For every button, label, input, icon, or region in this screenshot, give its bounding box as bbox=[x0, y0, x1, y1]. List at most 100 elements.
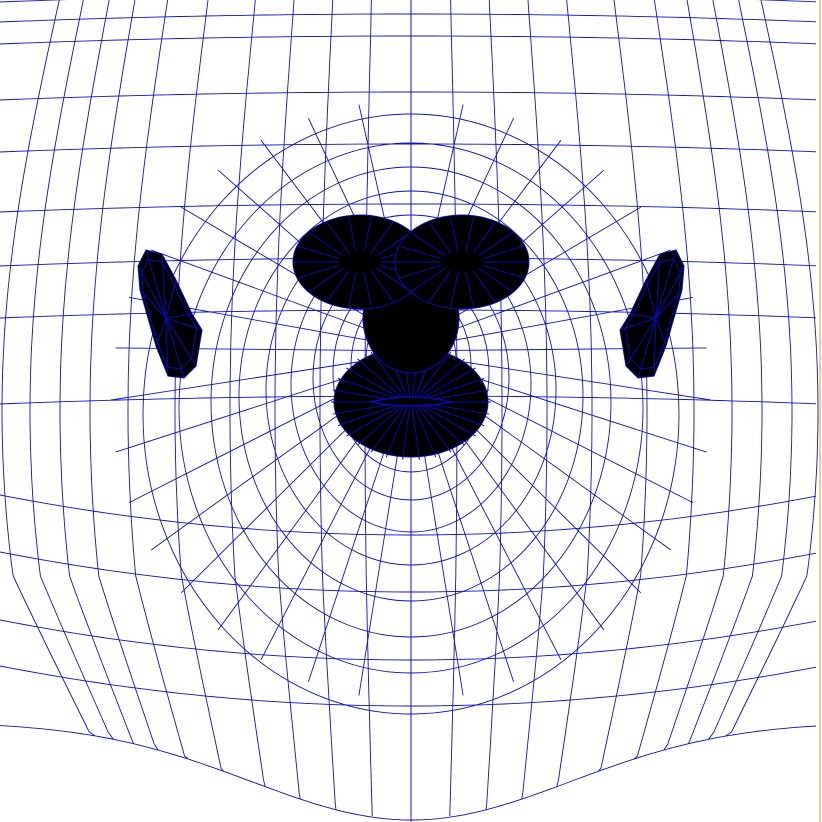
eye-spoke-left bbox=[326, 221, 350, 254]
mouth-spoke bbox=[370, 406, 406, 453]
face-radial-spoke bbox=[430, 407, 562, 661]
mouth-spoke bbox=[416, 351, 452, 398]
eye-spoke-right bbox=[482, 264, 525, 279]
mouth-spoke bbox=[337, 403, 401, 427]
mesh-column-line bbox=[663, 0, 733, 751]
mouth-spoke bbox=[420, 404, 476, 437]
eye-spoke-left bbox=[348, 216, 357, 253]
mouth-spoke bbox=[421, 377, 485, 401]
ear-islands bbox=[137, 249, 685, 379]
face-radial-spoke bbox=[450, 369, 707, 453]
mesh-row-line bbox=[0, 143, 817, 153]
mesh-bottom-boundary bbox=[0, 725, 817, 821]
ear-spoke-right bbox=[655, 249, 677, 319]
mesh-column-line bbox=[725, 0, 819, 737]
ear-spoke-left bbox=[165, 317, 203, 331]
mouth-spoke bbox=[418, 405, 465, 446]
face-radial-spoke bbox=[128, 378, 374, 504]
mouth-spoke bbox=[402, 406, 411, 460]
mesh-column-line bbox=[688, 0, 763, 744]
mouth-spoke bbox=[337, 377, 401, 401]
eye-spoke-left bbox=[309, 268, 344, 292]
face-radial-spoke bbox=[424, 411, 515, 683]
eye-spoke-right bbox=[428, 270, 452, 303]
eye-spoke-right bbox=[465, 271, 474, 308]
mouth-spoke bbox=[346, 404, 402, 437]
eye-spoke-left bbox=[376, 232, 411, 256]
mouth-spoke bbox=[421, 403, 485, 427]
mesh-row-line bbox=[0, 619, 817, 661]
eye-spoke-left bbox=[363, 216, 372, 253]
mesh-column-line bbox=[274, 0, 301, 800]
eye-spoke-left bbox=[370, 270, 394, 303]
ear-spoke-right bbox=[655, 253, 661, 319]
eye-spoke-right bbox=[482, 245, 525, 260]
mesh-column-line bbox=[521, 0, 548, 800]
mesh-column-line bbox=[319, 0, 337, 810]
ear-spoke-left bbox=[165, 313, 193, 319]
face-radial-spoke bbox=[115, 369, 372, 453]
face-feature-islands bbox=[292, 214, 530, 460]
eye-loop-right bbox=[394, 214, 530, 310]
eye-spoke-left bbox=[309, 232, 344, 256]
mesh-column-line bbox=[485, 0, 503, 810]
mesh-row-line bbox=[0, 665, 817, 707]
eye-spoke-right bbox=[478, 232, 513, 256]
eye-spoke-left bbox=[297, 264, 340, 279]
face-radial-spoke bbox=[358, 414, 405, 696]
mesh-column-line bbox=[556, 0, 593, 787]
mesh-row-line bbox=[0, 13, 817, 23]
mouth-spoke bbox=[385, 406, 408, 458]
eye-spoke-left bbox=[370, 221, 394, 254]
mesh-column-line bbox=[1, 0, 96, 737]
mouth-spoke bbox=[416, 406, 452, 453]
mesh-row-line bbox=[0, 203, 817, 213]
mesh-column-line bbox=[29, 0, 114, 740]
eye-spoke-left bbox=[348, 271, 357, 308]
mesh-row-line bbox=[0, 494, 817, 536]
face-radial-spoke bbox=[450, 359, 712, 401]
face-radial-spoke bbox=[417, 414, 464, 696]
ear-spoke-left bbox=[139, 289, 167, 319]
ear-spoke-right bbox=[637, 317, 657, 379]
ear-spoke-right bbox=[625, 317, 657, 367]
eye-spoke-left bbox=[376, 268, 411, 292]
eye-spoke-right bbox=[465, 216, 474, 253]
ear-spoke-left bbox=[165, 317, 185, 379]
mesh-row-line bbox=[0, 91, 817, 101]
mouth-lips bbox=[370, 396, 452, 407]
mesh-row-line bbox=[0, 35, 817, 45]
mouth-spoke bbox=[357, 358, 404, 399]
face-radial-spoke bbox=[110, 359, 372, 401]
ear-spoke-right bbox=[655, 317, 667, 347]
eye-spoke-right bbox=[450, 271, 459, 308]
ear-spoke-left bbox=[145, 249, 167, 319]
eye-spoke-right bbox=[472, 221, 496, 254]
mesh-column-line bbox=[708, 0, 793, 740]
eye-spoke-right bbox=[399, 264, 442, 279]
mesh-row-line bbox=[0, 551, 817, 593]
eye-spoke-right bbox=[450, 216, 459, 253]
mesh-column-line bbox=[127, 0, 189, 760]
face-radial-spoke bbox=[260, 407, 392, 661]
face-radial-spoke bbox=[448, 378, 694, 504]
face-radial-spoke bbox=[151, 249, 377, 333]
mesh-column-line bbox=[89, 0, 159, 751]
mesh-column-line bbox=[59, 0, 134, 744]
eye-spoke-left bbox=[297, 245, 340, 260]
ear-spoke-left bbox=[165, 317, 169, 377]
eye-spoke-right bbox=[472, 270, 496, 303]
eye-spoke-right bbox=[399, 245, 442, 260]
eye-spoke-right bbox=[428, 221, 452, 254]
ear-spoke-left bbox=[155, 317, 167, 347]
eye-spoke-left bbox=[363, 271, 372, 308]
ear-inner-loop-left bbox=[141, 258, 198, 370]
eye-spoke-left bbox=[326, 270, 350, 303]
ear-inner-loop-right bbox=[624, 258, 681, 370]
ear-spoke-left bbox=[165, 317, 197, 367]
face-radial-spoke bbox=[445, 249, 671, 333]
mouth-spoke bbox=[418, 358, 465, 399]
face-radial-spoke bbox=[307, 411, 398, 683]
mouth-spoke bbox=[357, 405, 404, 446]
ear-spoke-right bbox=[629, 313, 657, 319]
